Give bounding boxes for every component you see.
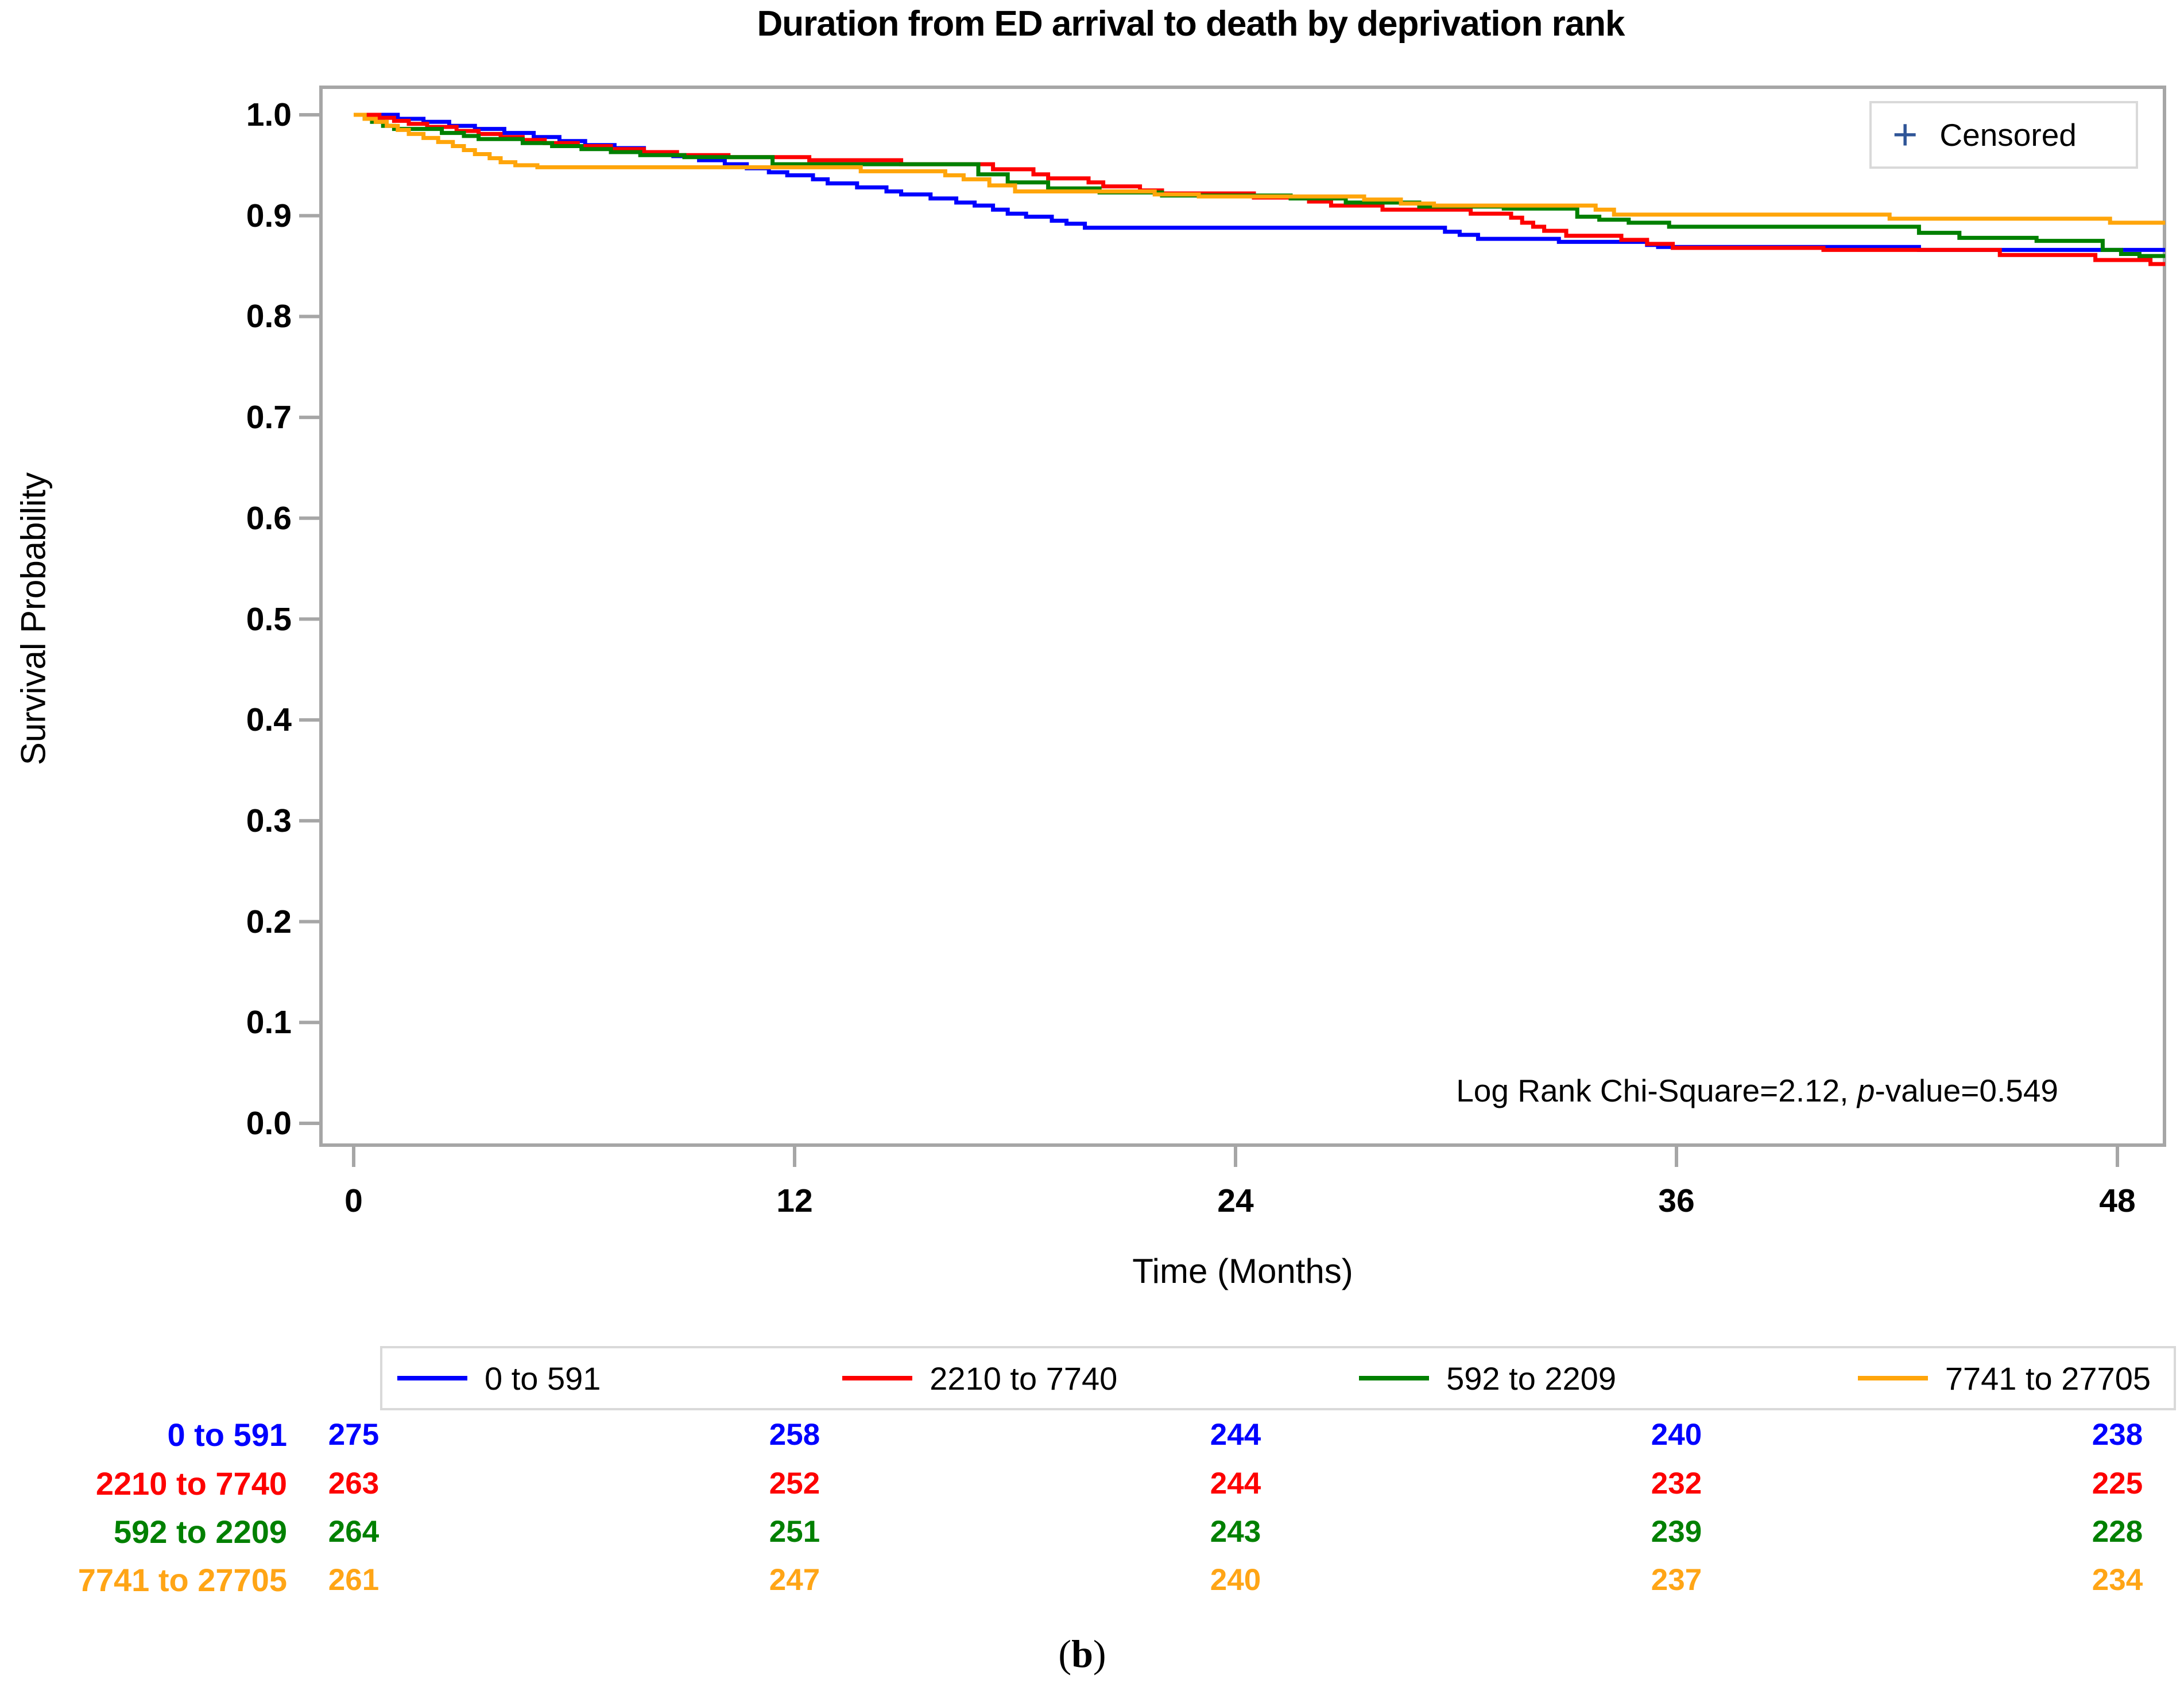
logrank-annotation: Log Rank Chi-Square=2.12, p-value=0.549 xyxy=(1456,1072,2058,1109)
risk-count: 238 xyxy=(2092,1418,2143,1452)
x-axis-label: Time (Months) xyxy=(1132,1252,1353,1290)
y-tick-label: 0.1 xyxy=(246,1004,292,1041)
legend-line-swatch xyxy=(397,1376,467,1380)
censored-legend-box: + Censored xyxy=(1869,101,2138,169)
series-legend-box: 0 to 591 2210 to 7740 592 to 2209 7741 to 2… xyxy=(380,1346,2176,1410)
survival-curve-7741-to-27705 xyxy=(354,113,2166,225)
y-axis-label: Survival Probability xyxy=(14,472,53,766)
risk-count: 240 xyxy=(1210,1563,1261,1597)
caption-close-paren: ) xyxy=(1093,1632,1106,1676)
y-tick-label: 0.9 xyxy=(246,197,292,234)
risk-count: 225 xyxy=(2092,1467,2143,1500)
x-tick-label: 36 xyxy=(1658,1182,1695,1219)
x-tick-label: 24 xyxy=(1217,1182,1254,1219)
risk-count: 240 xyxy=(1651,1418,1702,1452)
risk-count: 237 xyxy=(1651,1563,1702,1597)
risk-count: 244 xyxy=(1210,1418,1261,1452)
survival-curve-0-to-591 xyxy=(354,113,2166,252)
y-tick-label: 0.3 xyxy=(246,802,292,839)
risk-row-label: 7741 to 27705 xyxy=(78,1562,287,1598)
survival-curve-592-to-2209 xyxy=(354,113,2166,258)
legend-item-2210-to-7740: 2210 to 7740 xyxy=(842,1360,1117,1397)
risk-row-label: 592 to 2209 xyxy=(114,1514,287,1550)
risk-count: 261 xyxy=(328,1563,380,1597)
risk-count: 243 xyxy=(1210,1515,1261,1549)
risk-count: 228 xyxy=(2092,1515,2143,1549)
risk-count: 247 xyxy=(769,1563,820,1597)
x-tick-label: 48 xyxy=(2099,1182,2136,1219)
y-tick-label: 0.2 xyxy=(246,903,292,940)
legend-label: 7741 to 27705 xyxy=(1945,1360,2151,1397)
legend-line-swatch xyxy=(1359,1376,1430,1380)
censored-plus-icon: + xyxy=(1892,110,1918,159)
x-tick-label: 12 xyxy=(776,1182,813,1219)
caption-open-paren: ( xyxy=(1058,1632,1072,1676)
y-tick-label: 0.4 xyxy=(246,701,292,739)
legend-line-swatch xyxy=(842,1376,913,1380)
legend-line-swatch xyxy=(1857,1376,1928,1380)
risk-count: 234 xyxy=(2092,1563,2143,1597)
legend-item-7741-to-27705: 7741 to 27705 xyxy=(1857,1360,2151,1397)
risk-count: 232 xyxy=(1651,1467,1702,1500)
censored-legend-label: Censored xyxy=(1939,117,2077,153)
legend-label: 0 to 591 xyxy=(485,1360,601,1397)
risk-count: 264 xyxy=(328,1515,380,1549)
y-tick-label: 0.5 xyxy=(246,600,292,638)
logrank-text-prefix: Log Rank Chi-Square=2.12, xyxy=(1456,1073,1857,1108)
risk-count: 239 xyxy=(1651,1515,1702,1549)
caption-letter: b xyxy=(1071,1632,1093,1676)
risk-count: 244 xyxy=(1210,1467,1261,1500)
risk-count: 258 xyxy=(769,1418,820,1452)
chart-title: Duration from ED arrival to death by dep… xyxy=(757,4,1625,44)
risk-count: 263 xyxy=(328,1467,380,1500)
y-tick-label: 0.7 xyxy=(246,399,292,436)
risk-count: 251 xyxy=(769,1515,820,1549)
legend-label: 2210 to 7740 xyxy=(930,1360,1118,1397)
risk-count: 275 xyxy=(328,1418,380,1452)
logrank-p-italic: p xyxy=(1857,1073,1875,1108)
plot-frame xyxy=(319,86,2166,1147)
risk-count: 252 xyxy=(769,1467,820,1500)
legend-item-592-to-2209: 592 to 2209 xyxy=(1359,1360,1616,1397)
y-tick-label: 0.6 xyxy=(246,499,292,537)
survival-curve-2210-to-7740 xyxy=(354,113,2166,266)
y-tick-label: 1.0 xyxy=(246,96,292,133)
figure-caption: (b) xyxy=(0,1631,2164,1677)
y-tick-label: 0.0 xyxy=(246,1105,292,1142)
risk-row-label: 2210 to 7740 xyxy=(95,1465,287,1502)
legend-item-0-to-591: 0 to 591 xyxy=(397,1360,601,1397)
risk-row-label: 0 to 591 xyxy=(167,1417,287,1453)
legend-label: 592 to 2209 xyxy=(1446,1360,1616,1397)
y-tick-label: 0.8 xyxy=(246,298,292,335)
x-tick-label: 0 xyxy=(344,1182,363,1219)
logrank-text-suffix: -value=0.549 xyxy=(1875,1073,2058,1108)
